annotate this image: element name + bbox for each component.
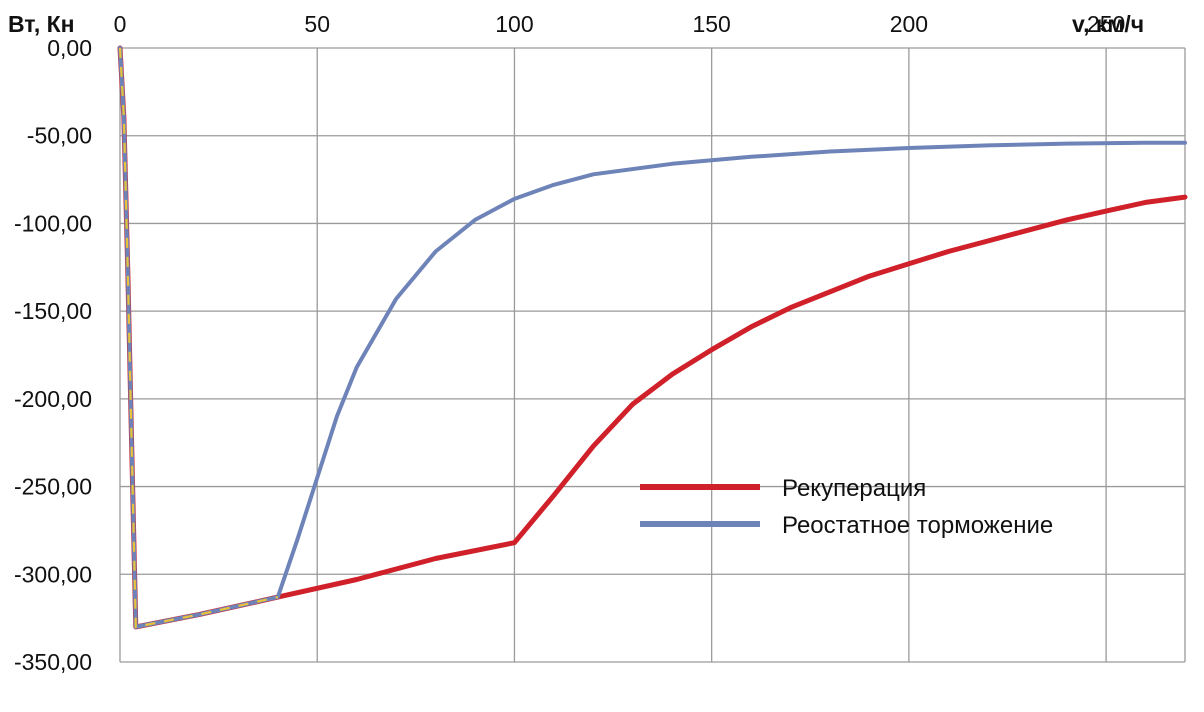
y-tick-label: -250,00 bbox=[14, 474, 92, 500]
y-tick-label: -200,00 bbox=[14, 386, 92, 412]
y-tick-label: -150,00 bbox=[14, 298, 92, 324]
y-tick-label: -50,00 bbox=[27, 123, 92, 149]
x-axis-label: v, км/ч bbox=[1072, 11, 1144, 37]
legend: Рекуперация Реостатное торможение bbox=[640, 475, 1053, 539]
x-tick-label: 150 bbox=[692, 11, 730, 37]
legend-label-rheostatic: Реостатное торможение bbox=[782, 512, 1053, 539]
x-tick-label: 0 bbox=[114, 11, 127, 37]
series-line-rheostatic bbox=[118, 46, 1187, 629]
y-tick-label: 0,00 bbox=[47, 35, 92, 61]
tick-labels: 0,00 -50,00 -100,00 -150,00 -200,00 -250,00 -3… bbox=[14, 11, 1125, 675]
y-tick-label: -300,00 bbox=[14, 561, 92, 587]
legend-label-recuperation: Рекуперация bbox=[782, 475, 926, 502]
x-tick-label: 50 bbox=[304, 11, 330, 37]
x-tick-label: 200 bbox=[890, 11, 928, 37]
series-line-recuperation bbox=[117, 45, 1188, 630]
y-tick-label: -350,00 bbox=[14, 649, 92, 675]
x-tick-label: 250 bbox=[1087, 11, 1125, 37]
x-tick-label: 100 bbox=[495, 11, 533, 37]
series bbox=[117, 45, 1188, 630]
y-tick-label: -100,00 bbox=[14, 210, 92, 236]
grid bbox=[119, 47, 1186, 663]
y-axis-label: Вт, Кн bbox=[8, 11, 75, 37]
series-overlap-dash bbox=[118, 47, 279, 629]
